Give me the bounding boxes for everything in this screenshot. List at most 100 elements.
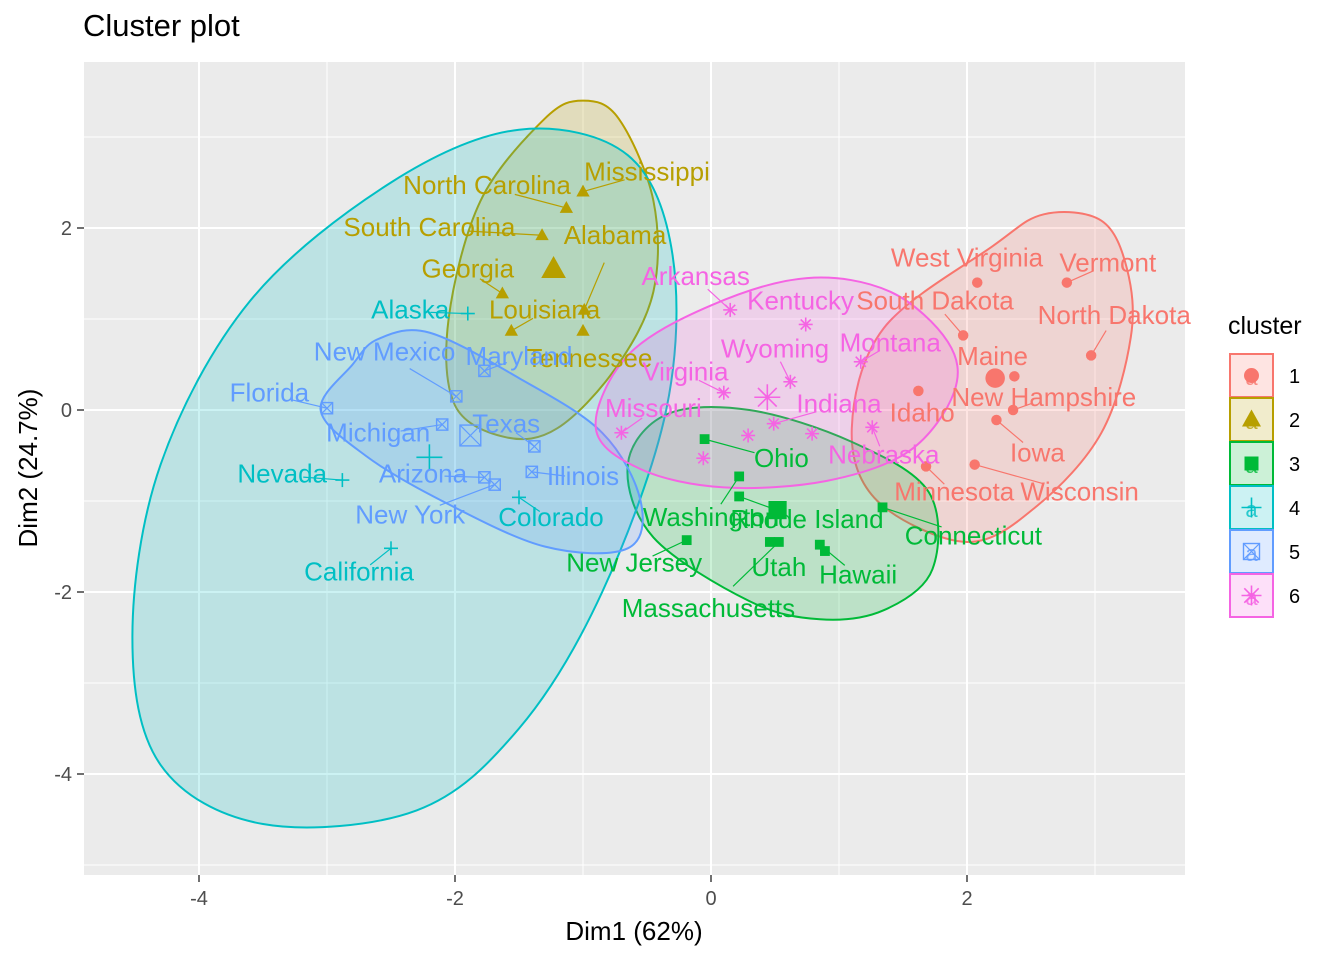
data-point <box>335 473 350 488</box>
data-point <box>1007 404 1019 416</box>
svg-text:a: a <box>1245 541 1258 566</box>
label-leader-line <box>439 484 495 506</box>
data-point <box>1085 350 1097 361</box>
point-label: West Virginia <box>891 243 1044 273</box>
point-labels: West Virginia Vermont South Dakota North Da… <box>230 156 1192 623</box>
data-point <box>512 490 526 505</box>
cluster-4-centroid <box>416 444 443 471</box>
point-label: Alaska <box>371 295 450 325</box>
point-label: South Carolina <box>343 212 516 242</box>
y-tick-label: 2 <box>61 218 72 240</box>
cluster-4-ellipse <box>131 127 678 829</box>
data-point <box>696 451 711 466</box>
data-point <box>504 323 518 336</box>
point-label: Rhode Island <box>730 504 883 534</box>
data-point <box>920 461 932 472</box>
label-leader-line <box>518 496 541 513</box>
point-label: Washington <box>643 502 779 532</box>
legend-marker-3 <box>1244 456 1259 471</box>
point-label: Tennessee <box>527 343 653 373</box>
data-point <box>764 537 775 547</box>
data-point <box>435 418 449 431</box>
data-point <box>853 354 868 369</box>
legend-label: 2 <box>1289 410 1300 432</box>
data-point <box>478 471 491 484</box>
data-point <box>814 539 825 550</box>
data-point <box>1009 371 1020 382</box>
data-point <box>783 374 798 389</box>
legend-marker-6 <box>1241 585 1262 606</box>
data-point <box>384 541 398 556</box>
data-point <box>525 465 539 479</box>
data-point <box>488 478 501 491</box>
point-label: Louisiana <box>489 295 601 325</box>
point-label: Indiana <box>796 388 882 418</box>
point-label: Virginia <box>642 356 729 386</box>
cluster-5-ellipse <box>319 329 644 555</box>
data-point <box>865 420 880 435</box>
point-label: Connecticut <box>905 520 1043 550</box>
legend-marker-4 <box>1241 497 1262 518</box>
data-point <box>773 537 784 547</box>
legend-key-4: a <box>1229 485 1274 530</box>
point-label: Wyoming <box>721 334 829 364</box>
data-point <box>1061 277 1073 288</box>
cluster-2-centroid <box>541 255 566 279</box>
data-point <box>991 414 1002 426</box>
point-label: Ohio <box>754 443 809 473</box>
label-leader-line <box>996 419 1024 443</box>
label-leader-line <box>773 411 817 425</box>
point-label: Hawaii <box>819 559 897 589</box>
point-label: Colorado <box>498 502 604 532</box>
point-label: New York <box>355 499 466 529</box>
label-leader-line <box>974 464 1044 485</box>
legend-key-5: a <box>1229 529 1274 574</box>
label-leader-line <box>704 438 755 454</box>
label-leader-line <box>652 539 687 557</box>
point-label: Kentucky <box>747 285 854 315</box>
label-leader-line <box>514 193 567 209</box>
x-axis: -4 -2 0 2 <box>190 875 973 910</box>
data-point <box>734 491 745 502</box>
cluster-5-centroid <box>459 424 482 447</box>
label-leader-line <box>484 362 508 372</box>
point-label: Texas <box>472 408 540 438</box>
point-label: Mississippi <box>584 156 710 186</box>
y-axis: -4 -2 0 2 <box>54 218 84 786</box>
label-leader-line <box>511 317 534 332</box>
legend-key-1: a <box>1229 353 1274 398</box>
x-tick-label: 2 <box>961 888 972 910</box>
point-label: Maine <box>957 341 1028 371</box>
point-label: Illinois <box>547 461 619 491</box>
label-leader-line <box>583 262 605 311</box>
point-label: Utah <box>751 552 806 582</box>
point-label: New Hampshire <box>951 382 1136 412</box>
data-point <box>576 184 590 197</box>
point-label: Massachusetts <box>622 593 795 623</box>
label-leader-line <box>698 379 725 394</box>
point-label: Missouri <box>605 393 702 423</box>
legend-label: 3 <box>1289 454 1300 476</box>
data-point <box>681 535 692 546</box>
data-point <box>805 426 820 441</box>
y-tick-label: -4 <box>54 764 72 786</box>
label-leader-line <box>860 350 881 363</box>
data-point <box>614 425 629 440</box>
x-axis-title: Dim1 (62%) <box>565 916 702 946</box>
data-point <box>535 228 549 241</box>
point-label: South Dakota <box>856 285 1014 315</box>
data-point <box>734 471 745 482</box>
label-leader-line <box>582 179 625 193</box>
point-label: Montana <box>840 327 942 357</box>
legend-label: 4 <box>1289 498 1300 520</box>
data-point <box>559 200 574 213</box>
data-point <box>969 459 980 470</box>
cluster-6-centroid <box>754 384 781 411</box>
x-tick-label: 0 <box>705 888 716 910</box>
data-point <box>741 428 756 443</box>
point-label: Iowa <box>1010 437 1065 467</box>
legend: clustera1a2a3a4a5a6 <box>1228 312 1302 618</box>
point-label: Wisconsin <box>1020 477 1138 507</box>
legend-label: 1 <box>1289 366 1300 388</box>
